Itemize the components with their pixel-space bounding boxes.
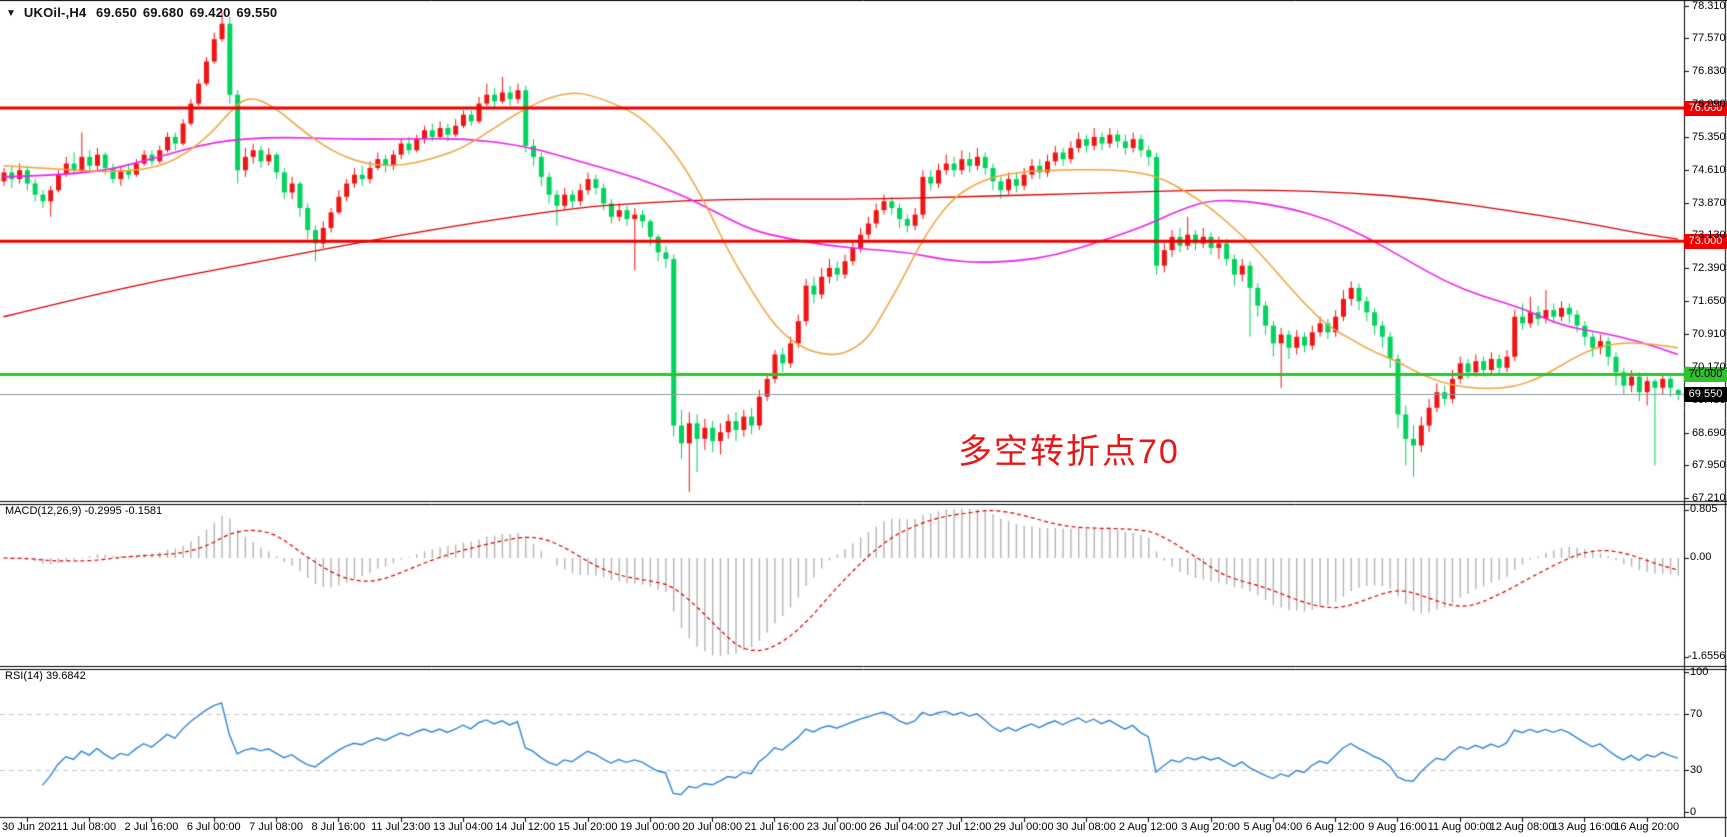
chart-title: ▼ UKOil-,H4 69.650 69.680 69.420 69.550 <box>6 5 279 20</box>
time-axis-label: 30 Jul 08:00 <box>1055 821 1116 833</box>
time-axis-label: 16 Aug 20:00 <box>1614 821 1680 833</box>
price-level-badge-70: 70.000 <box>1684 367 1727 382</box>
time-axis-label: 8 Jul 16:00 <box>311 821 366 833</box>
time-axis-label: 1 Jul 08:00 <box>62 821 117 833</box>
high-value: 69.680 <box>142 5 184 20</box>
price-axis-tick: 75.350 <box>1692 131 1726 143</box>
time-axis-label: 30 Jun 2021 <box>2 821 63 833</box>
price-axis-tick: 70.910 <box>1692 328 1726 340</box>
time-axis-label: 29 Jul 00:00 <box>993 821 1054 833</box>
time-axis-label: 6 Jul 00:00 <box>186 821 241 833</box>
rsi-name: RSI(14) <box>5 670 43 682</box>
time-axis-label: 11 Aug 00:00 <box>1427 821 1492 833</box>
macd-main-value: -0.2995 <box>84 505 122 517</box>
time-axis-label: 27 Jul 12:00 <box>931 821 992 833</box>
rsi-axis-tick: 100 <box>1690 666 1709 678</box>
rsi-indicator-label: RSI(14) 39.6842 <box>5 670 86 682</box>
time-axis-label: 14 Jul 12:00 <box>495 821 556 833</box>
price-axis-tick: 68.690 <box>1692 427 1726 439</box>
time-axis-label: 6 Aug 12:00 <box>1305 821 1365 833</box>
macd-signal-value: -0.1581 <box>124 505 163 517</box>
chart-annotation-text: 多空转折点70 <box>958 433 1180 471</box>
time-axis-label: 13 Aug 16:00 <box>1551 821 1617 833</box>
price-axis-tick: 74.610 <box>1692 164 1726 176</box>
time-axis-label: 26 Jul 04:00 <box>869 821 930 833</box>
time-axis-label: 9 Aug 16:00 <box>1368 821 1427 833</box>
macd-axis-tick: 0.805 <box>1690 503 1718 515</box>
time-axis-label: 23 Jul 00:00 <box>806 821 867 833</box>
time-axis-label: 19 Jul 00:00 <box>619 821 680 833</box>
time-axis-label: 15 Jul 20:00 <box>557 821 618 833</box>
rsi-axis-tick: 0 <box>1690 806 1697 818</box>
price-axis-tick: 69.430 <box>1692 394 1726 406</box>
macd-axis-tick: 0.00 <box>1690 551 1712 563</box>
price-level-badge-73: 73.000 <box>1684 234 1727 249</box>
price-axis-tick: 67.210 <box>1692 492 1726 504</box>
current-price-badge: 69.550 <box>1684 387 1727 402</box>
time-axis-label: 3 Aug 20:00 <box>1181 821 1240 833</box>
time-axis-label: 11 Jul 23:00 <box>371 821 431 833</box>
macd-name: MACD(12,26,9) <box>5 505 82 517</box>
time-axis-label: 12 Aug 08:00 <box>1489 821 1555 833</box>
price-axis-tick: 76.090 <box>1692 98 1726 110</box>
price-axis-tick: 76.830 <box>1692 65 1726 77</box>
time-axis-label: 7 Jul 08:00 <box>249 821 303 833</box>
price-axis-tick: 77.570 <box>1692 32 1726 44</box>
time-axis-label: 21 Jul 16:00 <box>744 821 805 833</box>
rsi-axis-tick: 30 <box>1690 764 1703 776</box>
time-axis-label: 2 Jul 16:00 <box>124 821 179 833</box>
macd-indicator-label: MACD(12,26,9) -0.2995 -0.1581 <box>5 505 162 517</box>
low-value: 69.420 <box>189 5 231 20</box>
price-axis-tick: 70.170 <box>1692 361 1726 373</box>
ohlc-dropdown-icon[interactable]: ▼ <box>6 8 17 19</box>
price-axis-tick: 78.310 <box>1692 0 1726 12</box>
time-axis-label: 5 Aug 04:00 <box>1243 821 1303 833</box>
price-axis-tick: 72.390 <box>1692 262 1726 274</box>
rsi-value: 39.6842 <box>45 670 86 682</box>
time-axis-label: 20 Jul 08:00 <box>682 821 743 833</box>
price-axis-tick: 73.870 <box>1692 197 1726 209</box>
price-level-badge-76: 76.000 <box>1684 101 1727 116</box>
price-axis-tick: 71.650 <box>1692 295 1726 307</box>
open-value: 69.650 <box>96 5 137 20</box>
price-axis-tick: 67.950 <box>1692 459 1726 471</box>
time-axis-label: 13 Jul 04:00 <box>432 821 493 833</box>
price-axis-tick: 73.130 <box>1692 229 1726 241</box>
macd-axis-tick: -1.6556 <box>1688 650 1726 662</box>
close-value: 69.550 <box>236 5 278 20</box>
rsi-axis-tick: 70 <box>1690 708 1703 720</box>
symbol-period-label: UKOil-,H4 <box>23 5 87 20</box>
time-axis-label: 2 Aug 12:00 <box>1118 821 1178 833</box>
